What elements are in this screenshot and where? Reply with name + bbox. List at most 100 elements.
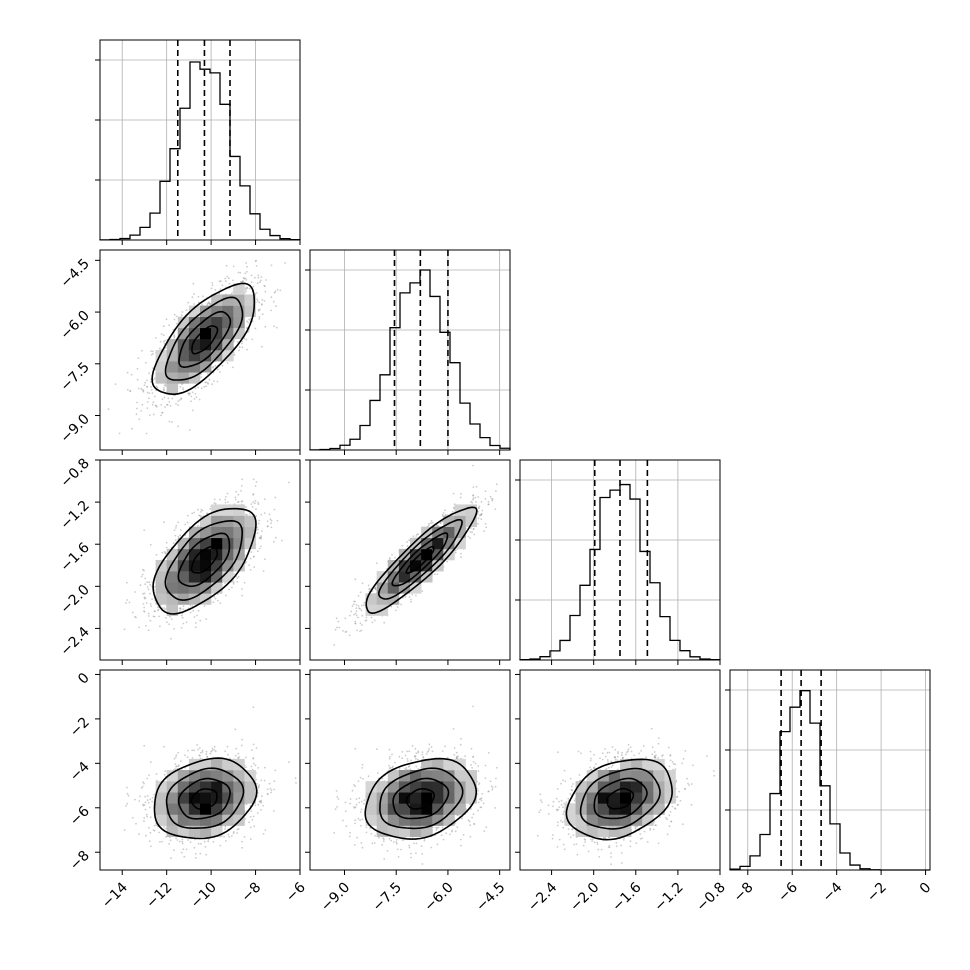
scatter-point bbox=[197, 748, 200, 751]
scatter-point bbox=[140, 787, 143, 789]
scatter-point bbox=[336, 796, 339, 798]
scatter-point bbox=[288, 481, 290, 484]
scatter-point bbox=[417, 768, 419, 770]
contour-level-2 bbox=[177, 777, 231, 820]
density-cell bbox=[177, 770, 190, 782]
density-cell bbox=[564, 803, 576, 815]
density-cell bbox=[166, 803, 179, 815]
scatter-point bbox=[460, 552, 462, 555]
scatter-point bbox=[375, 748, 378, 750]
density-cell bbox=[200, 571, 212, 583]
scatter-point bbox=[237, 752, 240, 755]
scatter-point bbox=[186, 521, 189, 524]
scatter-point bbox=[152, 350, 154, 353]
scatter-point bbox=[168, 843, 171, 845]
scatter-point bbox=[344, 631, 347, 633]
scatter-point bbox=[677, 804, 680, 806]
scatter-point bbox=[485, 526, 488, 529]
scatter-point bbox=[593, 753, 595, 756]
scatter-point bbox=[414, 747, 417, 750]
scatter-point bbox=[149, 761, 152, 764]
density-cell bbox=[443, 792, 455, 804]
scatter-point bbox=[251, 749, 253, 751]
scatter-point bbox=[238, 756, 241, 758]
scatter-point bbox=[410, 600, 412, 603]
density-cell bbox=[155, 792, 167, 804]
scatter-point bbox=[149, 845, 152, 847]
scatter-point bbox=[472, 813, 475, 816]
scatter-point bbox=[163, 826, 166, 828]
scatter-point bbox=[180, 397, 183, 399]
density-cell bbox=[387, 571, 400, 583]
scatter-point bbox=[252, 743, 255, 746]
density-cell bbox=[177, 537, 190, 550]
scatter-point bbox=[482, 802, 485, 805]
scatter-point bbox=[562, 779, 564, 782]
scatter-point bbox=[575, 843, 578, 845]
scatter-point bbox=[143, 817, 146, 819]
scatter-point bbox=[148, 774, 151, 776]
density-cell bbox=[465, 792, 477, 804]
scatter-point bbox=[205, 618, 208, 620]
scatter-point bbox=[408, 846, 411, 849]
scatter-point bbox=[249, 826, 252, 829]
scatter-point bbox=[472, 761, 475, 763]
scatter-point bbox=[570, 789, 573, 791]
scatter-point bbox=[226, 362, 229, 364]
scatter-point bbox=[270, 526, 273, 529]
scatter-point bbox=[146, 386, 148, 388]
scatter-point bbox=[360, 800, 363, 803]
scatter-point bbox=[245, 803, 247, 805]
scatter-point bbox=[334, 808, 337, 811]
scatter-point bbox=[635, 842, 638, 844]
density-cell bbox=[166, 383, 179, 395]
scatter-point bbox=[569, 777, 572, 780]
scatter-point bbox=[153, 824, 156, 827]
scatter-point bbox=[453, 754, 456, 756]
scatter-point bbox=[163, 745, 166, 748]
scatter-point bbox=[626, 751, 628, 754]
scatter-point bbox=[365, 831, 368, 834]
density-cell bbox=[211, 825, 223, 837]
scatter-point bbox=[334, 628, 337, 631]
density-cell bbox=[421, 825, 433, 837]
scatter-point bbox=[398, 755, 401, 758]
scatter-point bbox=[246, 265, 249, 268]
density-cell bbox=[664, 770, 676, 782]
scatter-point bbox=[140, 387, 143, 390]
scatter-point bbox=[141, 573, 144, 576]
scatter-point bbox=[138, 626, 140, 629]
scatter-point bbox=[353, 613, 355, 616]
density-cell bbox=[155, 372, 167, 384]
scatter-point bbox=[353, 844, 356, 846]
scatter-point bbox=[430, 520, 433, 522]
scatter-point bbox=[257, 501, 259, 504]
scatter-point bbox=[165, 617, 167, 619]
scatter-point bbox=[276, 288, 279, 291]
scatter-point bbox=[257, 503, 260, 505]
scatter-point bbox=[592, 767, 595, 770]
scatter-point bbox=[361, 818, 364, 821]
scatter-point bbox=[214, 597, 217, 600]
density-cell bbox=[233, 504, 245, 516]
scatter-point bbox=[141, 349, 143, 352]
scatter-point bbox=[401, 544, 404, 547]
scatter-point bbox=[225, 264, 228, 267]
scatter-point bbox=[142, 781, 144, 784]
density-cell bbox=[631, 758, 643, 771]
scatter-point bbox=[263, 766, 266, 769]
scatter-point bbox=[596, 841, 599, 844]
density-cell bbox=[432, 792, 444, 804]
scatter-point bbox=[679, 799, 682, 802]
scatter-point bbox=[354, 819, 357, 822]
scatter-point bbox=[181, 311, 184, 313]
scatter-point bbox=[160, 414, 163, 417]
scatter-point bbox=[146, 795, 149, 797]
density-cell bbox=[608, 792, 621, 804]
scatter-point bbox=[144, 583, 147, 586]
scatter-point bbox=[479, 514, 481, 517]
density-cell bbox=[631, 781, 643, 793]
scatter-point bbox=[469, 824, 472, 827]
scatter-point bbox=[362, 777, 364, 780]
